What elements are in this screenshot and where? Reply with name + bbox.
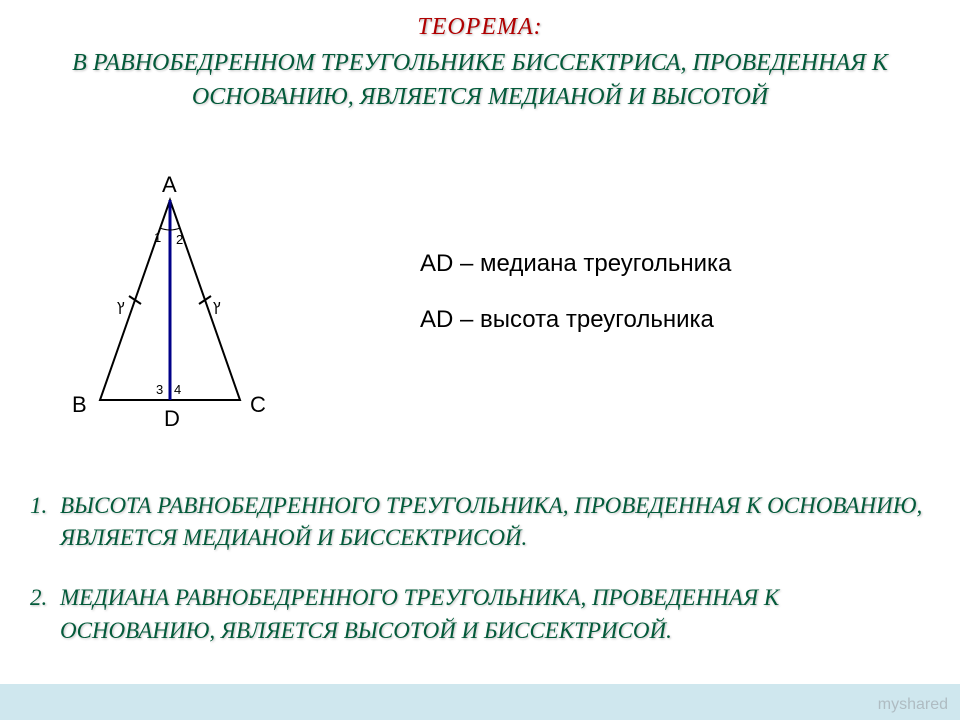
theorem-statement: В РАВНОБЕДРЕННОМ ТРЕУГОЛЬНИКЕ БИССЕКТРИС… — [40, 47, 920, 114]
list-text: ВЫСОТА РАВНОБЕДРЕННОГО ТРЕУГОЛЬНИКА, ПРО… — [60, 490, 930, 554]
corollary-list: 1. ВЫСОТА РАВНОБЕДРЕННОГО ТРЕУГОЛЬНИКА, … — [30, 490, 930, 675]
vertex-label-c: С — [250, 392, 266, 418]
vertex-label-b: В — [72, 392, 87, 418]
triangle-diagram: А В С D 1 2 3 4 ץ ץ — [60, 180, 320, 460]
vertex-label-d: D — [164, 406, 180, 432]
triangle-svg — [60, 180, 320, 460]
list-number: 1. — [30, 490, 60, 554]
list-item: 2. МЕДИАНА РАВНОБЕДРЕННОГО ТРЕУГОЛЬНИКА,… — [30, 582, 930, 646]
statements-block: AD – медиана треугольника AD – высота тр… — [420, 250, 731, 362]
list-number: 2. — [30, 582, 60, 646]
theorem-title: ТЕОРЕМА: — [0, 0, 960, 41]
tick-label-left: ץ — [117, 298, 125, 315]
angle-label-3: 3 — [156, 382, 163, 397]
statement-height: AD – высота треугольника — [420, 306, 731, 334]
angle-label-4: 4 — [174, 382, 181, 397]
list-text: МЕДИАНА РАВНОБЕДРЕННОГО ТРЕУГОЛЬНИКА, ПР… — [60, 582, 930, 646]
watermark: myshared — [878, 696, 948, 714]
footer-bar — [0, 684, 960, 720]
tick-label-right: ץ — [213, 298, 221, 315]
angle-label-2: 2 — [176, 232, 183, 247]
statement-median: AD – медиана треугольника — [420, 250, 731, 278]
list-item: 1. ВЫСОТА РАВНОБЕДРЕННОГО ТРЕУГОЛЬНИКА, … — [30, 490, 930, 554]
angle-label-1: 1 — [154, 230, 161, 245]
vertex-label-a: А — [162, 172, 177, 198]
